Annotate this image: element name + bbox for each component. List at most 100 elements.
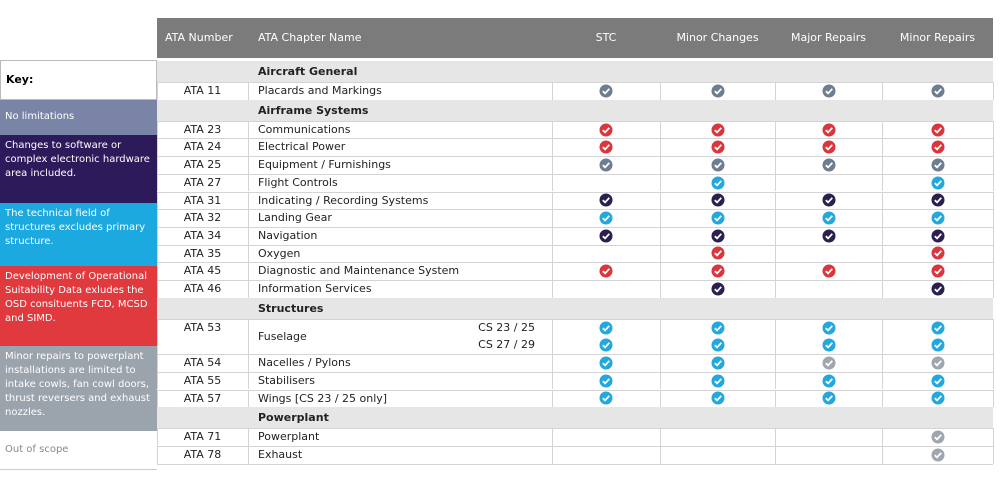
col-line xyxy=(157,209,158,227)
col-line xyxy=(552,262,553,280)
chapter-name: Indicating / Recording Systems xyxy=(258,193,429,207)
check-icon xyxy=(931,193,944,207)
ata-number: ATA 11 xyxy=(183,84,222,97)
col-line xyxy=(775,280,776,298)
column-header: STC xyxy=(595,31,617,44)
check-icon xyxy=(711,321,724,335)
key-item: The technical field of structures exclud… xyxy=(0,203,157,266)
col-line xyxy=(157,354,158,372)
col-line xyxy=(993,428,994,446)
row-line xyxy=(157,209,993,211)
col-line xyxy=(993,389,994,408)
chapter-name: Fuselage xyxy=(258,329,307,343)
check-icon xyxy=(711,123,724,137)
col-line xyxy=(157,191,158,210)
col-line xyxy=(882,371,883,390)
check-icon xyxy=(711,391,724,405)
ata-number: ATA 45 xyxy=(183,264,222,278)
col-line xyxy=(552,82,553,100)
col-line xyxy=(248,191,249,210)
row-line xyxy=(157,82,993,83)
row-line xyxy=(157,191,993,193)
check-icon xyxy=(599,321,613,335)
col-line xyxy=(157,156,158,174)
column-header: Minor Changes xyxy=(676,31,759,44)
check-icon xyxy=(822,321,835,335)
check-icon xyxy=(931,246,944,260)
check-icon xyxy=(599,193,613,207)
key-item: Changes to software or complex electroni… xyxy=(0,135,157,203)
col-line xyxy=(993,354,994,372)
section-row xyxy=(157,297,993,319)
row-line xyxy=(157,389,993,391)
check-icon xyxy=(711,158,724,172)
column-header: ATA Chapter Name xyxy=(258,31,362,44)
ata-number: ATA 54 xyxy=(183,356,222,370)
col-line xyxy=(157,428,158,446)
check-icon xyxy=(931,448,944,462)
col-line xyxy=(157,173,158,192)
check-icon xyxy=(599,140,613,154)
cs-label: CS 27 / 29 xyxy=(478,338,535,352)
chapter-name: Information Services xyxy=(258,282,372,295)
col-line xyxy=(775,156,776,174)
col-line xyxy=(157,371,158,390)
key-item: No limitations xyxy=(0,100,157,135)
col-line xyxy=(248,138,249,157)
col-line xyxy=(157,226,158,245)
col-line xyxy=(775,371,776,390)
check-icon xyxy=(931,282,944,296)
col-line xyxy=(993,244,994,263)
section-row xyxy=(157,99,993,121)
section-title: Aircraft General xyxy=(258,65,358,78)
row-line xyxy=(157,156,993,158)
check-icon xyxy=(931,430,944,444)
col-line xyxy=(552,156,553,174)
col-line xyxy=(248,354,249,372)
col-line xyxy=(552,389,553,408)
col-line xyxy=(157,445,158,464)
col-line xyxy=(248,209,249,227)
chapter-name: Exhaust xyxy=(258,447,303,461)
check-icon xyxy=(711,338,724,352)
col-line xyxy=(248,120,249,139)
check-icon xyxy=(599,338,613,352)
col-line xyxy=(248,428,249,446)
check-icon xyxy=(931,338,944,352)
col-line xyxy=(775,226,776,245)
check-icon xyxy=(822,264,835,278)
col-line xyxy=(552,371,553,390)
check-icon xyxy=(711,140,724,154)
check-icon xyxy=(711,264,724,278)
chapter-name: Powerplant xyxy=(258,430,320,444)
check-icon xyxy=(711,356,724,370)
col-line xyxy=(882,262,883,280)
key-item: Minor repairs to powerplant installation… xyxy=(0,346,157,431)
check-icon xyxy=(822,211,835,225)
col-line xyxy=(248,173,249,192)
col-line xyxy=(775,389,776,408)
col-line xyxy=(775,209,776,227)
chapter-name: Communications xyxy=(258,122,351,136)
check-icon xyxy=(931,123,944,137)
cs-label: CS 23 / 25 xyxy=(478,320,535,334)
col-line xyxy=(660,280,661,298)
ata-number: ATA 32 xyxy=(183,211,222,225)
col-line xyxy=(552,244,553,263)
chapter-name: Landing Gear xyxy=(258,211,332,225)
check-icon xyxy=(822,338,835,352)
chapter-name: Placards and Markings xyxy=(258,84,382,97)
col-line xyxy=(775,244,776,263)
row-line xyxy=(157,120,993,122)
col-line xyxy=(660,389,661,408)
col-line xyxy=(993,262,994,280)
col-line xyxy=(660,428,661,446)
col-line xyxy=(993,156,994,174)
check-icon xyxy=(711,211,724,225)
key-item: Out of scope xyxy=(0,431,157,470)
row-line xyxy=(157,226,993,228)
chapter-name: Wings [CS 23 / 25 only] xyxy=(258,391,388,405)
chapter-name: Equipment / Furnishings xyxy=(258,158,391,172)
col-line xyxy=(660,82,661,100)
row-line xyxy=(157,280,993,281)
